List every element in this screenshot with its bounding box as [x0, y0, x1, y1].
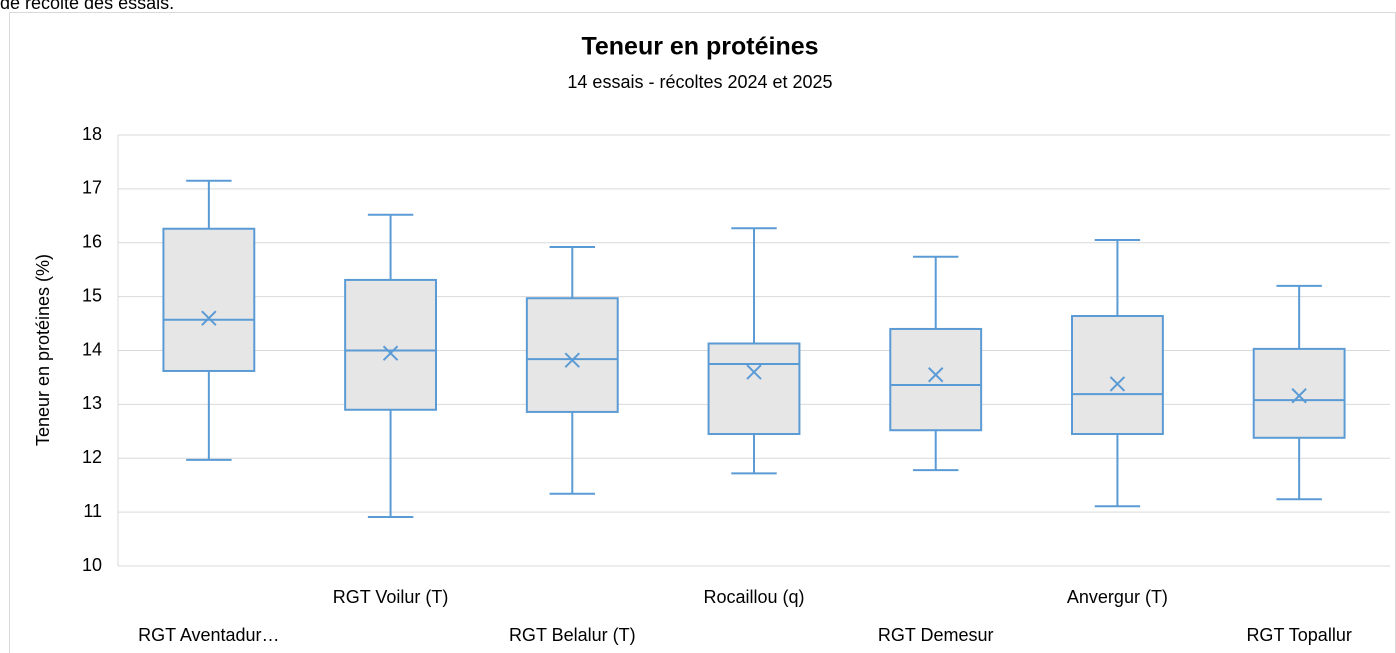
y-tick-label: 14	[82, 339, 102, 359]
x-tick-label: Anvergur (T)	[1067, 587, 1168, 607]
y-tick-label: 16	[82, 232, 102, 252]
caption: de récolte des essais.	[0, 0, 174, 13]
box	[1071, 315, 1164, 436]
y-tick-label: 18	[82, 124, 102, 144]
y-axis-label: Teneur en protéines (%)	[33, 254, 53, 446]
box	[162, 227, 256, 372]
x-tick-label: RGT Voilur (T)	[333, 587, 449, 607]
y-tick-label: 13	[82, 393, 102, 413]
box	[344, 278, 437, 411]
box	[889, 327, 983, 432]
mean-marker	[564, 352, 580, 368]
box	[707, 342, 801, 436]
box	[1252, 347, 1346, 439]
x-tick-label: RGT Topallur	[1246, 625, 1351, 645]
chart-subtitle: 14 essais - récoltes 2024 et 2025	[567, 72, 832, 92]
x-tick-label: RGT Aventadur…	[138, 625, 279, 645]
mean-marker	[1291, 388, 1307, 404]
x-tick-label: RGT Demesur	[878, 625, 994, 645]
mean-marker	[201, 310, 217, 326]
mean-marker	[1109, 376, 1126, 392]
chart-title: Teneur en protéines	[581, 33, 818, 61]
y-tick-label: 17	[82, 178, 102, 198]
mean-marker	[746, 364, 762, 380]
box	[525, 297, 619, 413]
y-tick-label: 10	[82, 555, 102, 575]
x-tick-label: RGT Belalur (T)	[509, 625, 636, 645]
mean-marker	[928, 367, 944, 383]
y-tick-label: 12	[82, 447, 102, 467]
x-tick-label: Rocaillou (q)	[703, 587, 804, 607]
y-tick-label: 11	[83, 501, 102, 521]
y-tick-label: 15	[82, 285, 102, 305]
mean-marker	[382, 345, 399, 361]
